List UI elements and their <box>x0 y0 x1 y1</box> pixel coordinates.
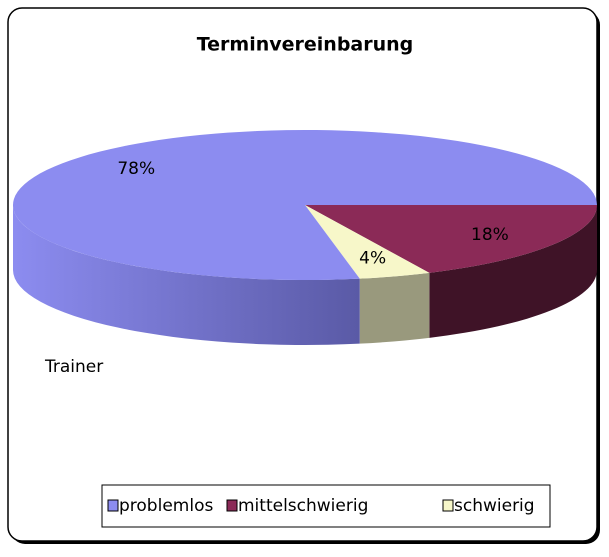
data-label: 18% <box>471 225 509 245</box>
slice-side <box>359 272 430 344</box>
slice <box>305 205 430 279</box>
legend-label: problemlos <box>119 496 213 516</box>
legend-label: schwierig <box>454 496 535 516</box>
series-label: Trainer <box>44 357 103 377</box>
slice-side <box>13 205 360 346</box>
legend-swatch <box>442 499 454 512</box>
legend-swatch <box>226 499 238 512</box>
legend-items: problemlos mittelschwierig schwierig <box>107 496 535 516</box>
legend <box>101 484 551 528</box>
slice <box>13 129 598 280</box>
chart-title: Terminvereinbarung <box>197 34 414 56</box>
legend-label: mittelschwierig <box>238 496 368 516</box>
data-label: 4% <box>359 248 386 268</box>
slice-side <box>429 205 597 338</box>
pie: 18% 4% 78% <box>13 129 598 346</box>
slice <box>305 205 597 273</box>
data-label: 78% <box>117 159 155 179</box>
legend-swatch <box>107 499 119 512</box>
